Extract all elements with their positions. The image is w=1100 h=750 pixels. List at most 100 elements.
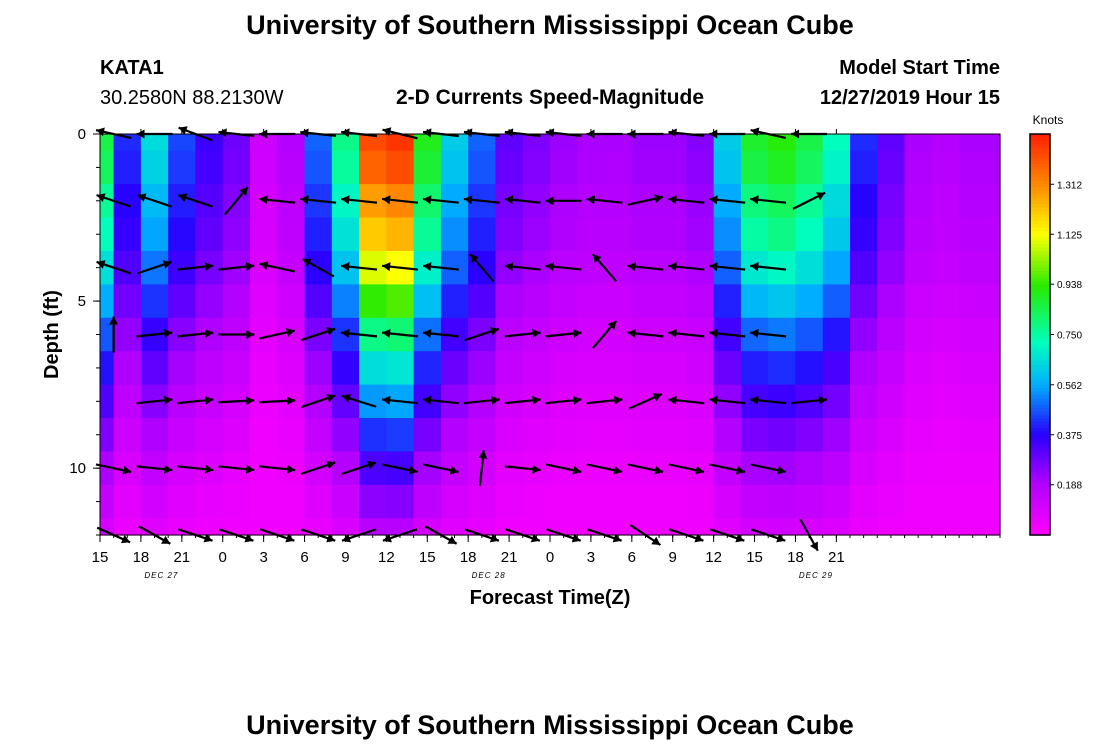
current-arrow: [381, 395, 419, 405]
heat-cell: [331, 150, 360, 185]
heat-cell: [740, 418, 769, 453]
heat-cell: [577, 217, 606, 252]
current-arrow: [136, 395, 173, 405]
heat-cell: [904, 384, 933, 419]
y-axis-label: Depth (ft): [41, 290, 63, 379]
heat-cell: [795, 217, 824, 252]
heat-cell: [931, 484, 960, 519]
heat-cell: [959, 317, 987, 352]
current-arrow: [136, 464, 173, 474]
heat-cell: [386, 484, 415, 519]
heat-cell: [277, 518, 306, 536]
heat-cell: [986, 150, 1001, 185]
current-arrow: [463, 395, 500, 405]
heat-cell: [440, 518, 469, 536]
heat-cell: [768, 284, 797, 319]
heat-cell: [768, 484, 797, 519]
heat-cell: [100, 451, 115, 486]
heat-cell: [986, 184, 1001, 219]
heat-cell: [195, 484, 224, 519]
heat-cell: [904, 217, 933, 252]
heat-cell: [359, 484, 387, 519]
heat-cell: [850, 284, 878, 319]
heat-cell: [713, 518, 742, 536]
heat-cell: [986, 351, 1001, 386]
heat-cell: [359, 384, 387, 419]
heat-cell: [904, 484, 933, 519]
heat-cell: [277, 284, 306, 319]
heat-cell: [413, 351, 442, 386]
colorbar-tick-label: 1.312: [1057, 180, 1082, 191]
heat-cell: [386, 351, 415, 386]
x-tick-label: 12: [705, 549, 722, 566]
heat-cell: [822, 150, 851, 185]
current-arrow: [223, 186, 249, 216]
current-arrow: [586, 195, 623, 205]
heat-cell: [904, 451, 933, 486]
heat-cell: [822, 384, 851, 419]
heat-cell: [495, 351, 524, 386]
heat-cell: [468, 484, 497, 519]
heat-cell: [577, 150, 606, 185]
current-arrow: [591, 320, 618, 349]
heat-cell: [740, 150, 769, 185]
heat-cell: [713, 217, 742, 252]
x-tick-label: 18: [133, 549, 150, 566]
heat-cell: [877, 351, 906, 386]
heat-cell: [877, 484, 906, 519]
heat-cell: [659, 284, 687, 319]
heat-cell: [468, 284, 497, 319]
heat-cell: [686, 351, 715, 386]
heat-cell: [959, 384, 987, 419]
current-arrow: [545, 196, 582, 206]
heat-cell: [986, 317, 1001, 352]
current-arrow: [668, 395, 705, 405]
heat-cell: [304, 518, 333, 536]
heat-cell: [959, 284, 987, 319]
heat-cell: [713, 484, 742, 519]
heat-cell: [168, 351, 197, 386]
colorbar: 1.312 1.125 0.938 0.750 0.562 0.375 0.188: [1029, 133, 1082, 536]
heat-cell: [222, 351, 251, 386]
heat-cell: [522, 418, 551, 453]
heat-cell: [686, 134, 715, 152]
current-arrow: [341, 460, 377, 475]
heat-cell: [986, 284, 1001, 319]
x-tick-label: 6: [628, 549, 636, 566]
heat-cell: [250, 484, 278, 519]
colorbar-tick-label: 1.125: [1057, 230, 1082, 241]
heat-cell: [931, 150, 960, 185]
heat-cell: [222, 518, 251, 536]
heat-cell: [659, 484, 687, 519]
x-tick-label: 21: [828, 549, 845, 566]
heat-cell: [822, 518, 851, 536]
heat-cell: [413, 451, 442, 486]
heat-cell: [986, 250, 1001, 285]
heat-cell: [495, 150, 524, 185]
heat-cell: [631, 134, 660, 152]
page-title: University of Southern Mississippi Ocean…: [246, 10, 854, 40]
heat-cell: [495, 518, 524, 536]
heat-cell: [904, 418, 933, 453]
heat-cell: [986, 134, 1001, 152]
heat-cell: [604, 134, 633, 152]
heat-cell: [440, 134, 469, 152]
heat-cell: [604, 351, 633, 386]
heat-cell: [440, 351, 469, 386]
heat-cell: [522, 484, 551, 519]
heat-cell: [740, 518, 769, 536]
heat-cell: [250, 134, 278, 152]
date-label: DEC 27: [144, 571, 178, 580]
x-tick-label: 3: [587, 549, 595, 566]
heat-cell: [195, 184, 224, 219]
heat-cell: [140, 484, 169, 519]
current-arrow: [259, 464, 296, 474]
current-arrow: [750, 262, 787, 272]
heat-cell: [100, 150, 115, 185]
heat-cell: [100, 484, 115, 519]
heat-cell: [495, 418, 524, 453]
heat-cell: [550, 484, 578, 519]
x-tick-label: 15: [419, 549, 436, 566]
current-arrow: [341, 328, 378, 338]
